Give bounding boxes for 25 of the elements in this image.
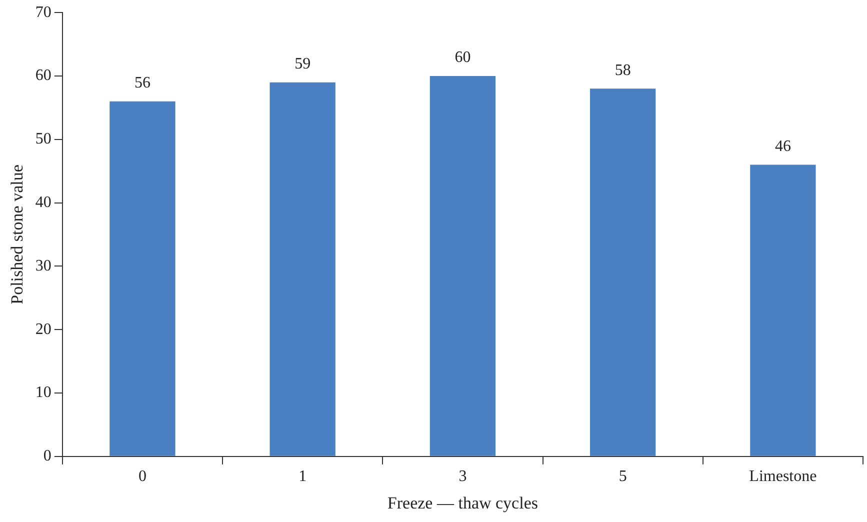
y-tick-label: 10 <box>35 384 52 402</box>
y-tick-label: 50 <box>35 130 52 148</box>
y-tick-label: 0 <box>43 448 52 465</box>
bar <box>110 101 176 456</box>
y-tick-label: 60 <box>35 67 52 84</box>
x-tick-label: 5 <box>618 468 627 486</box>
y-tick-label: 40 <box>35 194 52 212</box>
y-tick-label: 20 <box>35 320 52 338</box>
bar <box>430 76 496 456</box>
data-label: 46 <box>774 138 791 155</box>
x-tick-label: Limestone <box>749 468 817 486</box>
y-axis-title: Polished stone value <box>8 164 27 304</box>
y-tick-label: 70 <box>35 4 52 21</box>
y-tick-label: 30 <box>35 257 52 274</box>
bar <box>590 88 656 456</box>
data-label: 60 <box>454 49 471 66</box>
x-tick-label: 1 <box>298 468 307 486</box>
data-label: 58 <box>614 62 631 79</box>
bar <box>270 82 336 456</box>
x-tick-label: 3 <box>458 468 467 486</box>
data-label: 56 <box>134 74 150 92</box>
data-label: 59 <box>294 56 311 73</box>
x-axis-title: Freeze — thaw cycles <box>387 493 538 512</box>
x-tick-label: 0 <box>138 468 146 486</box>
bar <box>750 164 816 456</box>
